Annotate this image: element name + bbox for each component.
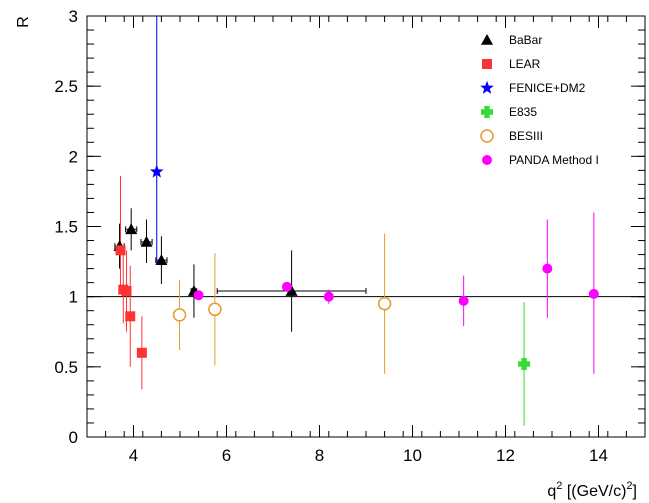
point-panda-method-i [588,288,599,299]
point-besiii [172,308,187,322]
point-panda-method-i [542,263,553,274]
legend-label-lear: LEAR [509,57,541,71]
point-panda-method-i [281,281,292,292]
point-panda-method-i [323,291,334,302]
point-lear [121,286,132,297]
x-tick-label: 10 [403,446,422,465]
point-panda-method-i [193,290,204,301]
legend-marker-besiii [480,129,494,143]
y-tick-label: 3 [69,7,78,26]
point-lear [125,311,136,322]
legend-label-e835: E835 [509,105,537,119]
y-tick-label: 2.5 [54,77,78,96]
point-fenice-dm2 [149,164,164,178]
point-lear [115,245,126,256]
plot-frame [86,15,646,438]
x-tick-label: 8 [315,446,324,465]
point-e835 [518,358,531,371]
legend-marker-fenice-dm2 [480,80,494,94]
legend-label-fenice-dm2: FENICE+DM2 [509,81,586,95]
point-babar [125,223,138,235]
y-tick-label: 0 [69,428,78,447]
point-besiii [208,302,222,317]
point-babar [140,235,153,247]
legend-marker-lear [482,59,492,69]
x-tick-label: 14 [589,446,608,465]
point-besiii [377,296,392,311]
x-tick-label: 12 [496,446,515,465]
legend-marker-babar [481,34,493,45]
point-panda-method-i [458,295,469,306]
point-babar [285,285,298,296]
y-tick-label: 2 [69,147,78,166]
markers [113,164,599,371]
legend-marker-panda-method-i [482,155,492,165]
legend-label-babar: BaBar [509,33,542,47]
x-tick-label: 4 [129,446,138,465]
legend-label-panda-method-i: PANDA Method I [509,153,599,167]
x-tick-label: 6 [222,446,231,465]
legend-label-besiii: BESIII [509,129,543,143]
legend: BaBar LEAR FENICE+DM2 E835 BESIII PANDA Metho… [480,33,599,167]
y-tick-label: 0.5 [54,358,78,377]
legend-marker-e835 [481,106,493,119]
point-lear [136,347,147,358]
y-axis-label: R [15,16,32,28]
ticks: 4 6 8 10 12 14 0 0.5 1 1.5 2 2.5 3 [54,7,646,465]
x-axis-label: q2 [(GeV/c)2] [547,480,637,500]
point-babar [155,254,168,265]
y-tick-label: 1 [69,288,78,307]
y-tick-label: 1.5 [54,218,78,237]
